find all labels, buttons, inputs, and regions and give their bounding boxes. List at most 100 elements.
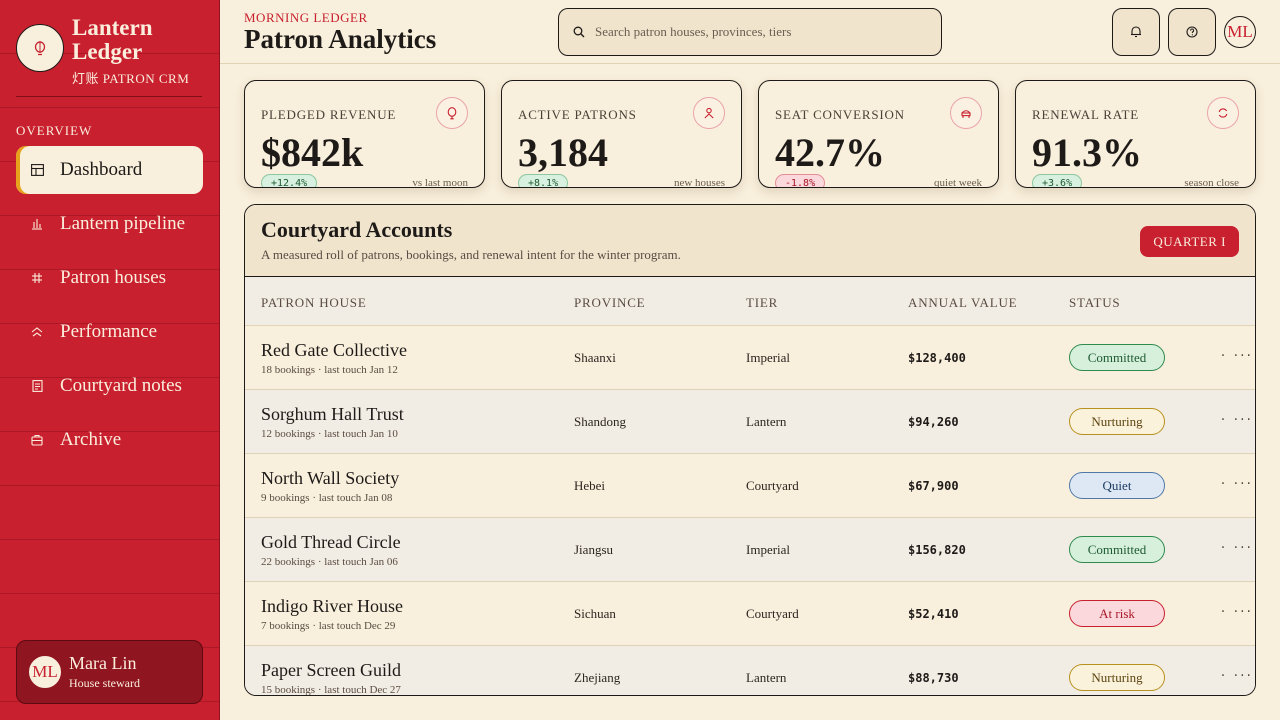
annual-value-cell: $67,900 (908, 479, 959, 493)
kpi-value: $842k (261, 130, 364, 175)
tier-cell: Imperial (746, 542, 791, 557)
sidebar-item-archive[interactable]: Archive (16, 416, 203, 464)
sidebar-item-label: Courtyard notes (60, 375, 182, 396)
kpi-delta-badge: +8.1% (518, 174, 569, 187)
tier-cell: Lantern (746, 670, 787, 685)
tier-cell: Imperial (746, 350, 791, 365)
bar-chart-icon (30, 217, 44, 231)
status-badge: Nurturing (1069, 664, 1165, 691)
kpi-card-renewal-rate[interactable]: RENEWAL RATE 91.3% +3.6% season close (1015, 80, 1256, 188)
avatar: ML (29, 656, 61, 688)
sidebar-item-label: Dashboard (60, 159, 143, 180)
lantern-icon (16, 24, 64, 72)
notifications-button[interactable] (1112, 8, 1160, 56)
sidebar-item-label: Patron houses (60, 267, 167, 288)
panel-title: Courtyard Accounts (261, 217, 453, 242)
kpi-label: PLEDGED REVENUE (261, 107, 397, 122)
kpi-delta-badge: -1.8% (775, 174, 826, 187)
annual-value-cell: $88,730 (908, 671, 959, 685)
column-header-annual-value[interactable]: ANNUAL VALUE (908, 295, 1018, 310)
sidebar-item-dashboard[interactable]: Dashboard (16, 146, 203, 194)
brand-subtitle: 灯账 PATRON CRM (72, 71, 190, 86)
header-avatar[interactable]: ML (1224, 16, 1256, 48)
table-row[interactable]: Indigo River House 7 bookings · last tou… (245, 582, 1255, 646)
province-cell: Jiangsu (574, 542, 613, 557)
kpi-note: quiet week (934, 177, 982, 188)
kpi-card-seat-conversion[interactable]: SEAT CONVERSION 42.7% -1.8% quiet week (758, 80, 999, 188)
province-cell: Hebei (574, 478, 606, 493)
column-header-province[interactable]: PROVINCE (574, 295, 646, 310)
sidebar-item-label: Lantern pipeline (60, 213, 186, 234)
seat-icon (950, 97, 982, 129)
user-role: House steward (69, 676, 140, 690)
table-row[interactable]: Sorghum Hall Trust 12 bookings · last to… (245, 390, 1255, 454)
sidebar-item-label: Archive (60, 429, 122, 450)
sidebar-nav: Dashboard Lantern pipeline Patron houses… (16, 146, 203, 470)
status-badge: Quiet (1069, 472, 1165, 499)
province-cell: Shandong (574, 414, 626, 429)
table-row[interactable]: North Wall Society 9 bookings · last tou… (245, 454, 1255, 518)
table-header: PATRON HOUSE PROVINCE TIER ANNUAL VALUE … (245, 277, 1255, 326)
kpi-note: vs last moon (412, 177, 468, 188)
user-card[interactable]: ML Mara Lin House steward (16, 640, 203, 704)
search-bar[interactable] (558, 8, 942, 56)
kpi-delta-badge: +3.6% (1032, 174, 1083, 187)
column-header-patron-house[interactable]: PATRON HOUSE (261, 295, 367, 310)
annual-value-cell: $94,260 (908, 415, 959, 429)
status-badge: Committed (1069, 344, 1165, 371)
sidebar-item-label: Performance (60, 321, 158, 342)
help-icon (1186, 23, 1198, 42)
row-menu-button[interactable]: · ··· (1220, 668, 1253, 684)
panel-header: Courtyard Accounts A measured roll of pa… (245, 205, 1255, 277)
search-input[interactable] (595, 24, 925, 40)
table-row[interactable]: Paper Screen Guild 15 bookings · last to… (245, 646, 1255, 695)
quarter-button[interactable]: QUARTER I (1140, 226, 1239, 257)
user-name: Mara Lin (69, 653, 137, 673)
patron-house-meta: 9 bookings · last touch Jan 08 (261, 492, 393, 504)
annual-value-cell: $52,410 (908, 607, 959, 621)
tier-cell: Courtyard (746, 478, 799, 493)
province-cell: Shaanxi (574, 350, 616, 365)
kpi-label: SEAT CONVERSION (775, 107, 905, 122)
patron-house-meta: 22 bookings · last touch Jan 06 (261, 556, 398, 568)
row-menu-button[interactable]: · ··· (1220, 540, 1253, 556)
page-title: Patron Analytics (244, 24, 437, 54)
grid-icon (30, 163, 44, 177)
column-header-status[interactable]: STATUS (1069, 295, 1121, 310)
patron-house-name: North Wall Society (261, 468, 400, 488)
sidebar-item-performance[interactable]: Performance (16, 308, 203, 356)
table-row[interactable]: Gold Thread Circle 22 bookings · last to… (245, 518, 1255, 582)
column-header-tier[interactable]: TIER (746, 295, 779, 310)
patron-house-name: Gold Thread Circle (261, 532, 401, 552)
row-menu-button[interactable]: · ··· (1220, 476, 1253, 492)
status-badge: Committed (1069, 536, 1165, 563)
brand-title-line1: Lantern (72, 15, 153, 40)
bell-icon (1130, 23, 1142, 42)
lantern-icon (436, 97, 468, 129)
row-menu-button[interactable]: · ··· (1220, 412, 1253, 428)
status-badge: At risk (1069, 600, 1165, 627)
kpi-label: RENEWAL RATE (1032, 107, 1139, 122)
sidebar-item-lantern-pipeline[interactable]: Lantern pipeline (16, 200, 203, 248)
search-icon (573, 23, 585, 42)
kpi-card-active-patrons[interactable]: ACTIVE PATRONS 3,184 +8.1% new houses (501, 80, 742, 188)
brand-divider (16, 96, 202, 97)
annual-value-cell: $156,820 (908, 543, 966, 557)
patron-house-meta: 12 bookings · last touch Jan 10 (261, 428, 398, 440)
kpi-card-pledged-revenue[interactable]: PLEDGED REVENUE $842k +12.4% vs last moo… (244, 80, 485, 188)
sidebar: Lantern Ledger 灯账 PATRON CRM OVERVIEW Da… (0, 0, 220, 720)
table-row[interactable]: Red Gate Collective 18 bookings · last t… (245, 326, 1255, 390)
tier-cell: Courtyard (746, 606, 799, 621)
kpi-note: season close (1184, 177, 1239, 188)
kpi-delta-badge: +12.4% (261, 174, 318, 187)
sidebar-item-courtyard-notes[interactable]: Courtyard notes (16, 362, 203, 410)
help-button[interactable] (1168, 8, 1216, 56)
nav-section-label: OVERVIEW (16, 123, 93, 138)
province-cell: Sichuan (574, 606, 616, 621)
panel-description: A measured roll of patrons, bookings, an… (261, 247, 681, 262)
sidebar-item-patron-houses[interactable]: Patron houses (16, 254, 203, 302)
row-menu-button[interactable]: · ··· (1220, 604, 1253, 620)
renew-icon (1207, 97, 1239, 129)
row-menu-button[interactable]: · ··· (1220, 348, 1253, 364)
brand[interactable]: Lantern Ledger 灯账 PATRON CRM (16, 16, 189, 87)
